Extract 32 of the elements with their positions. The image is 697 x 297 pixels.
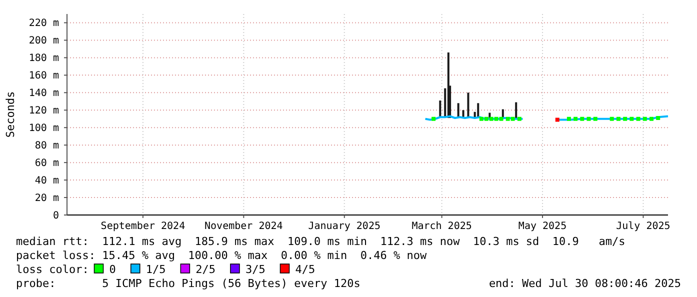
y-tick-label: 200 m: [28, 36, 59, 47]
x-tick-label: September 2024: [100, 221, 186, 232]
legend-label: 3/5: [245, 263, 266, 276]
y-axis-title: Seconds: [4, 91, 17, 138]
bar: [515, 102, 518, 118]
y-tick-label: 0: [52, 210, 59, 222]
x-tick-label: May 2025: [518, 221, 567, 232]
legend-label: 4/5: [295, 263, 316, 276]
y-tick-label: 120 m: [28, 106, 59, 117]
legend-label: 1/5: [146, 263, 166, 276]
y-tick-label: 140 m: [28, 88, 59, 100]
legend-label: 0: [109, 263, 116, 276]
y-tick-label: 100 m: [28, 123, 59, 134]
text: median rtt: 112.1 ms avg 185.9 ms max 109.0 ms min 112.3 ms now 10.3 ms sd 10.9 am/s: [16, 235, 626, 248]
text: end: Wed Jul 30 08:00:46 2025: [488, 277, 681, 290]
legend-label: 2/5: [196, 263, 216, 276]
y-tick-label: 60 m: [34, 158, 59, 170]
bar: [467, 92, 470, 118]
x-tick-label: July 2025: [616, 221, 670, 232]
x-tick-label: March 2025: [412, 221, 472, 232]
y-tick-label: 220 m: [28, 18, 59, 30]
x-tick-label: November 2024: [204, 221, 283, 232]
y-tick-label: 20 m: [34, 193, 59, 204]
y-tick-label: 180 m: [28, 53, 59, 64]
x-tick-label: January 2025: [308, 221, 381, 232]
text: probe: 5 ICMP Echo Pings (56 Bytes) every 120s: [16, 277, 360, 290]
text: packet loss: 15.45 % avg 100.00 % max 0.00 % min 0.46 % now: [16, 249, 427, 262]
bar: [477, 103, 480, 118]
legend-title: loss color:: [16, 263, 89, 276]
y-tick-label: 160 m: [28, 70, 59, 82]
y-tick-label: 40 m: [34, 176, 59, 187]
y-tick-label: 80 m: [34, 140, 59, 152]
